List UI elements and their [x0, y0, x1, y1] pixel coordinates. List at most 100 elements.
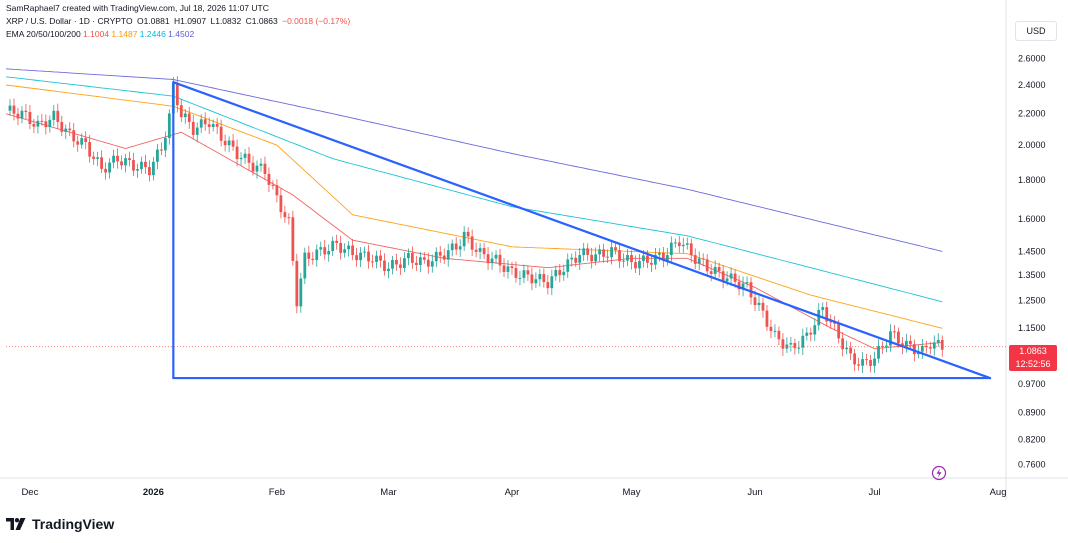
candle-body	[148, 167, 151, 176]
candle-body	[375, 255, 378, 263]
candle-body	[893, 331, 896, 333]
candle-body	[60, 122, 64, 132]
candle-body	[542, 274, 546, 283]
candle-body	[554, 270, 558, 277]
candle-body	[450, 243, 454, 251]
candle-body	[183, 113, 187, 118]
candle-body	[56, 110, 60, 123]
y-tick-label: 1.6000	[1018, 214, 1046, 224]
flash-icon[interactable]	[931, 465, 947, 481]
open-value: O1.0881	[136, 16, 170, 26]
candle-body	[526, 270, 530, 275]
candle-body	[470, 236, 474, 250]
candle-body	[422, 257, 426, 260]
y-tick-label: 1.8000	[1018, 175, 1046, 185]
candle-body	[494, 254, 498, 259]
candle-body	[602, 249, 606, 257]
candle-body	[757, 302, 761, 306]
candle-body	[446, 250, 450, 260]
last-price-value: 1.0863	[1019, 346, 1047, 356]
ema-legend-row[interactable]: EMA 20/50/100/200 1.1004 1.1487 1.2446 1…	[6, 28, 352, 41]
candle-body	[793, 343, 797, 349]
candle-body	[414, 262, 418, 266]
candle-body	[28, 112, 32, 124]
candle-body	[765, 310, 769, 327]
x-tick-label: Aug	[990, 487, 1007, 498]
x-tick-label: Jun	[747, 487, 762, 498]
candle-body	[614, 247, 617, 251]
candle-body	[279, 195, 283, 213]
candle-body	[665, 255, 669, 261]
y-tick-label: 2.2000	[1018, 109, 1046, 119]
candle-body	[406, 253, 410, 259]
candle-body	[482, 248, 486, 255]
candle-body	[379, 255, 382, 261]
candle-body	[140, 161, 143, 170]
candle-body	[661, 252, 665, 261]
candle-body	[291, 217, 295, 261]
candle-body	[207, 124, 211, 127]
candle-body	[745, 282, 749, 284]
ema200-line	[5, 68, 943, 252]
candle-body	[410, 253, 414, 263]
ema50-line	[5, 84, 943, 329]
candle-body	[502, 265, 506, 272]
candle-body	[351, 245, 355, 256]
candle-body	[116, 155, 119, 162]
candle-body	[813, 325, 817, 335]
candle-body	[438, 251, 442, 256]
candle-body	[590, 254, 594, 262]
candle-body	[124, 158, 127, 166]
candle-body	[550, 276, 554, 289]
candle-body	[132, 160, 135, 171]
candle-body	[399, 264, 402, 268]
candle-body	[12, 105, 16, 114]
tradingview-brand[interactable]: TradingView	[6, 514, 114, 534]
candle-body	[578, 255, 582, 263]
candle-body	[837, 323, 841, 339]
candle-body	[741, 283, 745, 290]
candle-body	[920, 345, 924, 352]
created-by-text: SamRaphael7 created with TradingView.com…	[6, 3, 269, 13]
price-chart[interactable]: 2.6000 2.4000 2.2000 2.0000 1.8000 1.6000 1.45…	[0, 0, 1068, 510]
descending-line[interactable]	[172, 81, 992, 380]
candle-body	[562, 271, 566, 276]
candle-body	[359, 252, 362, 261]
candle-body	[136, 169, 139, 171]
candle-body	[32, 123, 36, 127]
candle-body	[223, 140, 227, 146]
candle-body	[418, 257, 422, 266]
candle-body	[769, 326, 773, 331]
symbol-label[interactable]: XRP / U.S. Dollar · 1D · CRYPTO	[6, 16, 133, 26]
candle-body	[928, 347, 932, 349]
candle-body	[167, 113, 171, 138]
y-tick-label: 2.4000	[1018, 80, 1046, 90]
candle-body	[673, 242, 677, 244]
currency-button[interactable]: USD	[1015, 21, 1057, 41]
candle-body	[761, 302, 765, 311]
candle-body	[865, 359, 868, 361]
candle-body	[805, 332, 809, 336]
candle-body	[506, 266, 510, 272]
candle-body	[163, 137, 167, 151]
candle-body	[701, 258, 705, 260]
ema50-value: 1.1487	[111, 29, 138, 39]
candle-body	[112, 155, 115, 163]
candle-body	[462, 231, 466, 247]
high-value: H1.0907	[173, 16, 207, 26]
candle-body	[905, 340, 908, 347]
candle-body	[773, 330, 777, 332]
candle-body	[932, 342, 936, 349]
candle-body	[717, 266, 721, 272]
y-tick-label: 0.8900	[1018, 408, 1046, 418]
candle-body	[199, 119, 203, 128]
candle-body	[100, 157, 104, 169]
candle-body	[159, 149, 163, 151]
brand-name: TradingView	[32, 516, 115, 532]
symbol-ohlc-row: XRP / U.S. Dollar · 1D · CRYPTO O1.0881 …	[6, 15, 352, 28]
candle-body	[936, 339, 940, 343]
candle-body	[697, 258, 701, 264]
candle-body	[84, 138, 88, 143]
x-tick-label: Apr	[505, 487, 520, 498]
candle-body	[347, 245, 351, 250]
